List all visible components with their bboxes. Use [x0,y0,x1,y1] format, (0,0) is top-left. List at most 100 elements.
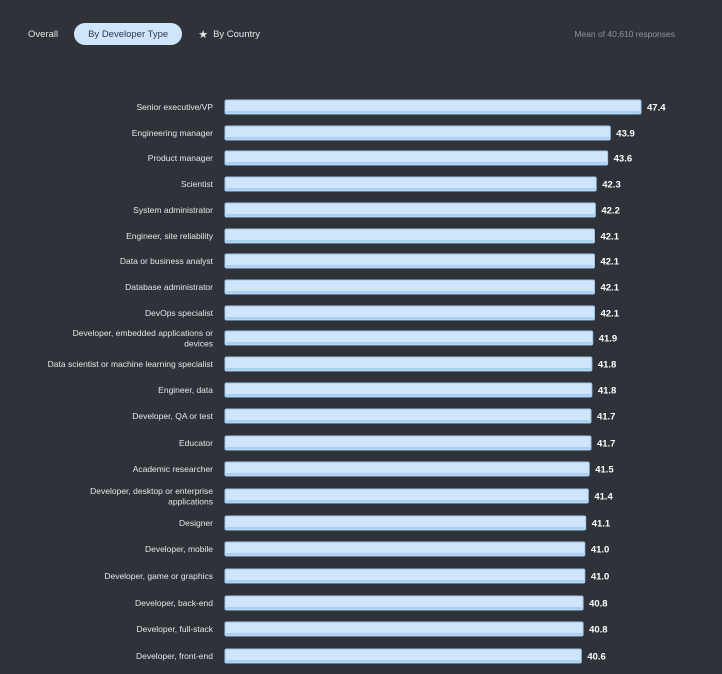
category-label-line: Developer, desktop or enterprise [90,486,213,496]
category-label: Academic researcher [133,464,213,474]
category-label-line: Scientist [181,179,214,189]
category-label-line: devices [184,338,213,348]
bar-shade [226,137,610,139]
category-label: Scientist [181,179,214,189]
category-label: Developer, embedded applications or devic… [73,328,214,349]
bar-shade [226,291,594,293]
bar-shade [226,447,590,449]
response-count: Mean of 40,610 responses [574,29,675,39]
value-label: 42.1 [600,309,619,320]
bar [224,541,586,557]
bar-shade [226,500,588,502]
category-label: Data scientist or machine learning speci… [48,359,214,369]
category-label: Database administrator [125,282,213,292]
bar [224,228,595,244]
bar-shade [226,553,584,555]
bar-shade [226,633,583,635]
bar [224,330,594,346]
bar-shade [226,368,591,370]
bar-shade [226,162,607,164]
category-label: Product manager [148,153,213,163]
bar [224,408,592,424]
category-label: Developer, QA or test [132,411,213,421]
category-label: Developer, desktop or enterprise applicat… [90,486,213,507]
category-label-line: Developer, QA or test [132,411,213,421]
value-label: 40.6 [587,652,606,663]
value-label: 41.4 [594,492,613,503]
bar [224,253,595,269]
category-label-line: applications [168,496,213,506]
tab-bar: Overall By Developer Type ★ By Country [18,22,270,46]
bar-shade [226,607,583,609]
category-label: Educator [179,438,213,448]
category-label-line: Database administrator [125,282,213,292]
value-label: 41.8 [598,360,617,371]
bar-shade [226,214,595,216]
bar-shade [226,265,594,267]
category-label: Developer, front-end [136,651,213,661]
category-label-line: Academic researcher [133,464,213,474]
category-label-line: Engineer, site reliability [126,231,214,241]
bar [224,648,582,664]
bar [224,99,642,115]
category-label-line: Developer, full-stack [136,624,213,634]
category-label: System administrator [133,205,213,215]
bar [224,382,593,398]
category-label-line: Developer, back-end [135,598,213,608]
category-label-line: Engineer, data [158,385,213,395]
bar [224,305,595,321]
bar [224,461,590,477]
star-icon: ★ [198,28,209,41]
bar [224,125,611,141]
category-label-line: Senior executive/VP [136,102,213,112]
category-label: DevOps specialist [145,308,214,318]
value-label: 40.8 [589,625,608,636]
value-label: 40.8 [589,599,608,610]
value-label: 41.1 [592,519,611,530]
bar [224,435,592,451]
tab-overall[interactable]: Overall [18,23,68,45]
bar-shade [226,527,585,529]
value-label: 41.5 [595,465,614,476]
bar-shade [226,317,594,319]
category-label-line: Designer [179,518,213,528]
value-label: 41.9 [599,334,618,345]
bar [224,202,596,218]
category-label-line: Data or business analyst [120,256,214,266]
category-label-line: Developer, mobile [145,544,213,554]
value-label: 43.6 [614,154,633,165]
bar-shade [226,580,584,582]
value-label: 42.1 [600,257,619,268]
category-label-line: Data scientist or machine learning speci… [48,359,214,369]
bar [224,568,586,584]
tab-overall-label: Overall [28,28,59,40]
tab-by-country[interactable]: ★ By Country [188,23,270,45]
category-label: Designer [179,518,213,528]
bar-shade [226,394,591,396]
bar-shade [226,240,594,242]
value-label: 42.1 [600,283,619,294]
category-label: Developer, back-end [135,598,213,608]
tab-by-developer-type[interactable]: By Developer Type [74,23,183,45]
category-label: Engineer, site reliability [126,231,214,241]
bar [224,176,597,192]
bar-shade [226,188,596,190]
category-label-line: Developer, game or graphics [104,571,213,581]
value-label: 41.7 [597,439,616,450]
bar [224,621,584,637]
value-label: 41.0 [591,572,610,583]
bar [224,515,587,531]
category-label-line: System administrator [133,205,213,215]
category-label: Engineer, data [158,385,213,395]
value-label: 42.3 [602,180,621,191]
bar-shade [226,342,592,344]
category-label-line: Engineering manager [132,128,213,138]
category-label: Developer, full-stack [136,624,213,634]
bar [224,279,595,295]
value-label: 43.9 [616,129,635,140]
bar [224,488,589,504]
value-label: 41.0 [591,545,610,556]
category-label-line: Developer, embedded applications or [73,328,214,338]
category-label-line: DevOps specialist [145,308,214,318]
